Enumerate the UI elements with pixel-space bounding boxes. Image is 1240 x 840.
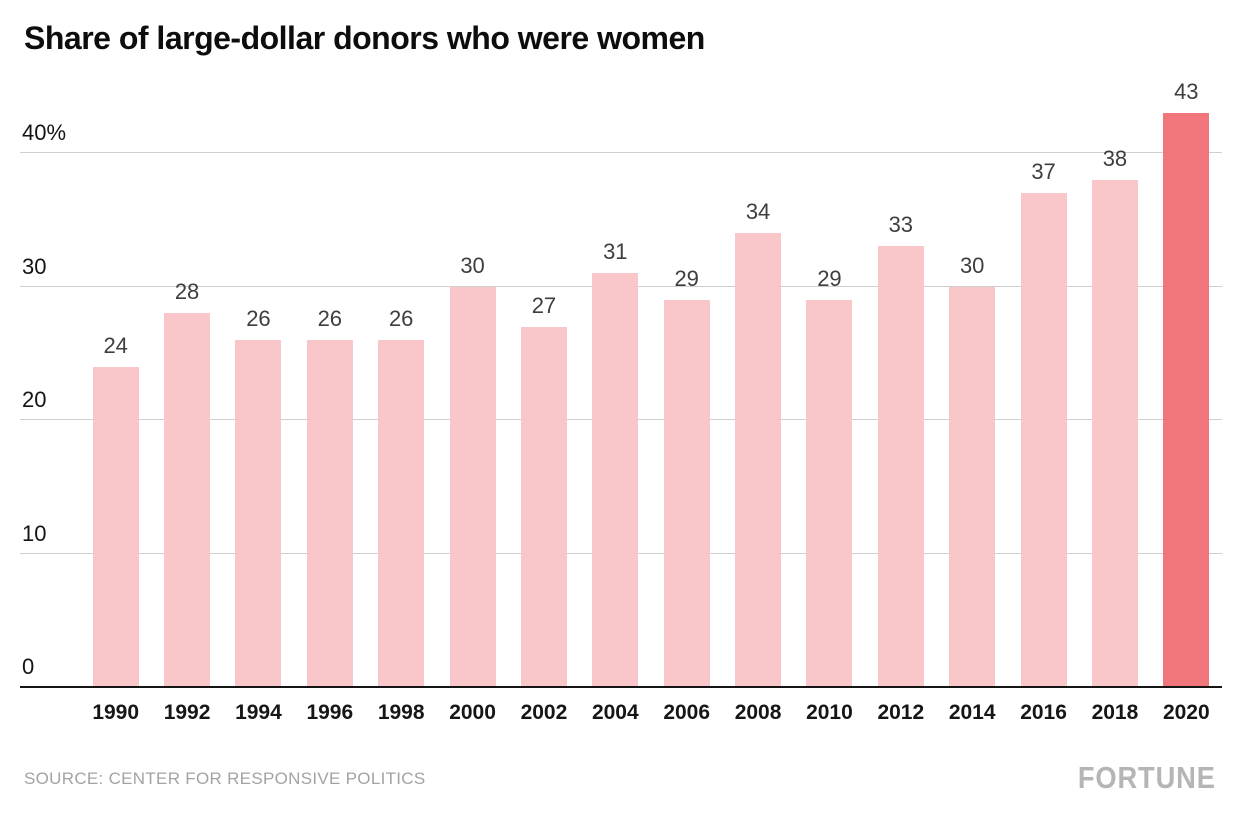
bar	[877, 246, 924, 687]
x-tick-label: 2014	[948, 701, 996, 724]
bar	[663, 299, 710, 687]
fortune-logo: FORTUNE	[1077, 760, 1216, 795]
bar-value-label: 30	[959, 252, 985, 278]
bar-value-label: 38	[1102, 145, 1128, 171]
bar-slot: 29	[794, 75, 865, 687]
bar	[520, 326, 567, 687]
bar	[378, 339, 425, 687]
bar-slot: 24	[80, 75, 151, 687]
bar	[1091, 179, 1138, 687]
x-tick-label: 2002	[520, 701, 568, 724]
bar-highlighted	[1163, 112, 1210, 687]
x-tick-label: 1990	[92, 701, 140, 724]
bar-value-label: 33	[888, 212, 914, 238]
bar-slot: 34	[722, 75, 793, 687]
chart-title: Share of large-dollar donors who were wo…	[24, 20, 705, 56]
bar-value-label: 43	[1174, 78, 1199, 104]
bar	[735, 233, 782, 687]
bar-slot: 33	[865, 75, 936, 687]
bar-slot: 38	[1079, 75, 1150, 687]
x-tick-label: 2012	[877, 701, 925, 724]
source-text: SOURCE: CENTER FOR RESPONSIVE POLITICS	[24, 769, 426, 788]
x-axis-labels: 1990 1992 1994 1996 1998 2000 2002 2004 2006 2008…	[80, 701, 1222, 725]
bar-value-label: 34	[745, 199, 771, 225]
bar-slot: 28	[151, 75, 222, 687]
bar-slot: 27	[508, 75, 579, 687]
bar	[1020, 193, 1067, 687]
bar	[949, 286, 996, 687]
y-tick-label: 20	[22, 387, 47, 412]
y-tick-label: 40%	[22, 120, 67, 145]
x-tick-label: 1994	[235, 701, 282, 724]
bar-value-label: 27	[531, 292, 557, 318]
bar-slot: 30	[937, 75, 1008, 687]
x-tick-label: 2006	[663, 701, 711, 724]
x-tick-label: 2004	[591, 701, 639, 724]
x-tick-label: 2008	[734, 701, 782, 724]
bar-slot: 26	[294, 75, 365, 687]
bar-slot: 37	[1008, 75, 1079, 687]
bar-value-label: 24	[103, 332, 128, 358]
x-tick-label: 2020	[1162, 701, 1210, 724]
x-tick-label: 2010	[806, 701, 853, 724]
bar	[806, 299, 853, 687]
bars: 24 28 26 26 26 30 27 31 29 34 29 33 30 37 38 43	[80, 75, 1222, 687]
bar	[92, 366, 139, 687]
x-tick-label: 1996	[306, 701, 354, 724]
bar-slot: 26	[366, 75, 437, 687]
bar	[164, 313, 211, 687]
bar	[306, 339, 353, 687]
bar-slot: 30	[437, 75, 508, 687]
bar-slot: 29	[651, 75, 722, 687]
bar-value-label: 37	[1031, 159, 1056, 185]
bar-slot: 31	[580, 75, 651, 687]
bar	[235, 339, 282, 687]
x-tick-label: 1992	[163, 701, 211, 724]
bar-value-label: 26	[388, 305, 414, 331]
y-tick-label: 30	[22, 253, 47, 279]
x-tick-label: 1998	[377, 701, 425, 724]
bar	[592, 273, 639, 687]
bar-value-label: 31	[603, 239, 628, 265]
bar-chart: 0 10 20 30 40% 24 28 26 26 26 30 27 31 29 34 29 33 30 37 3…	[0, 75, 1240, 688]
x-tick-label: 2016	[1020, 701, 1067, 724]
bar-value-label: 26	[246, 305, 271, 331]
bar-value-label: 28	[174, 279, 200, 305]
bar-value-label: 30	[460, 252, 485, 278]
y-axis-labels: 0 10 20 30 40%	[0, 75, 80, 687]
bar-slot: 26	[223, 75, 294, 687]
x-axis-line	[20, 686, 1222, 688]
gridline	[20, 152, 1222, 153]
x-tick-label: 2018	[1091, 701, 1139, 724]
bar-value-label: 29	[674, 265, 699, 291]
bar-slot: 43	[1151, 75, 1222, 687]
y-tick-label: 10	[22, 520, 47, 546]
bar	[449, 286, 496, 687]
x-tick-label: 2000	[449, 701, 496, 724]
bar-value-label: 29	[817, 265, 842, 291]
bar-value-label: 26	[317, 305, 343, 331]
y-tick-label: 0	[22, 654, 35, 679]
